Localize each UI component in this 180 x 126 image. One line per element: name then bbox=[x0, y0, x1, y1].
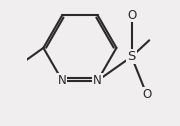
Text: N: N bbox=[93, 74, 102, 87]
Text: S: S bbox=[127, 50, 136, 63]
Text: N: N bbox=[58, 74, 67, 87]
Text: O: O bbox=[142, 88, 151, 101]
Text: O: O bbox=[127, 9, 136, 22]
